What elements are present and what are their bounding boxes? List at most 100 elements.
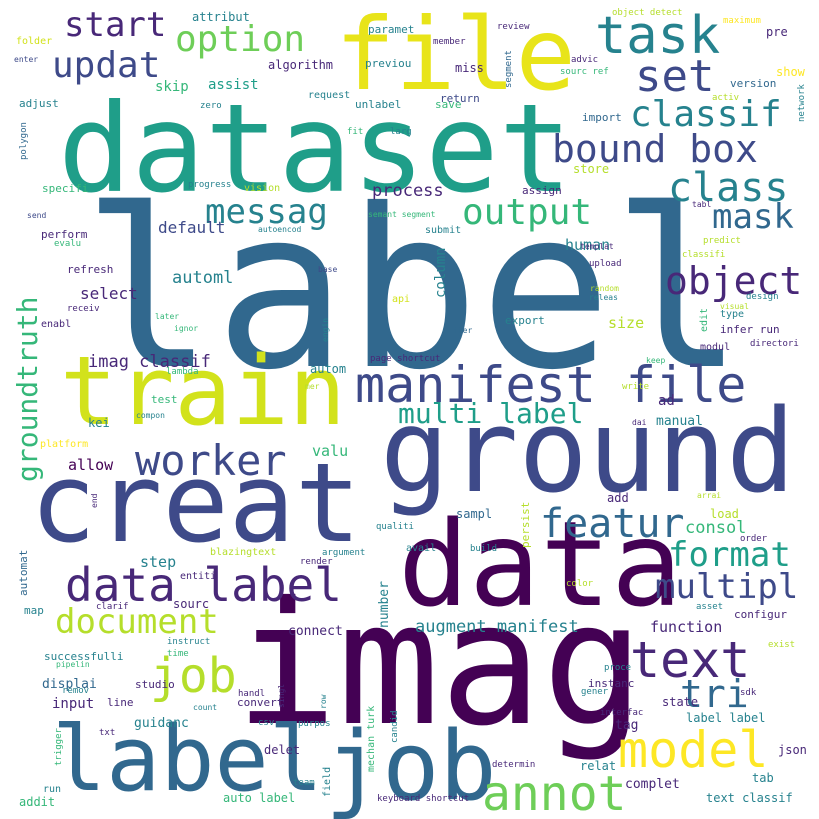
- word-fit: fit: [347, 127, 364, 137]
- word-allow: allow: [68, 456, 114, 474]
- word-sourc-ref: sourc ref: [560, 67, 609, 77]
- word-model: model: [618, 721, 769, 779]
- word-progress: progress: [188, 180, 232, 190]
- word-classif: classif: [630, 94, 782, 135]
- word-pre: pre: [766, 25, 788, 39]
- word-evalu: evalu: [54, 239, 82, 249]
- word-input: input: [52, 696, 95, 712]
- word-field: field: [322, 766, 333, 797]
- word-segment: segment: [504, 50, 514, 88]
- word-order: order: [740, 534, 768, 544]
- word-sourc: sourc: [173, 597, 210, 611]
- word-infer-run: infer run: [720, 323, 780, 336]
- word-configur: configur: [734, 608, 787, 621]
- word-request: request: [308, 90, 351, 101]
- word-class: class: [668, 165, 789, 211]
- word-random: random: [590, 284, 619, 293]
- word-import: import: [582, 111, 622, 124]
- word-job-large: job: [325, 712, 497, 819]
- word-bound-box: bound box: [552, 127, 758, 171]
- word-tri: tri: [680, 672, 749, 716]
- word-refresh: refresh: [67, 263, 114, 276]
- word-classifi: classifi: [682, 250, 726, 260]
- word-groundtruth: groundtruth: [11, 296, 44, 482]
- word-purpos: purpos: [298, 719, 331, 729]
- word-delet: delet: [264, 743, 301, 757]
- word-imag: imag: [235, 566, 645, 764]
- word-format: format: [668, 535, 791, 575]
- word-ground: ground: [380, 385, 796, 519]
- word-displai: displai: [42, 677, 97, 692]
- word-studio: studio: [135, 678, 175, 691]
- word-label-bottom: label: [52, 707, 323, 812]
- word-set: set: [635, 51, 715, 102]
- word-qualiti: qualiti: [376, 522, 414, 532]
- word-process: process: [372, 181, 444, 201]
- word-test: test: [151, 393, 178, 406]
- word-remov: remov: [62, 686, 90, 696]
- word-end: end: [90, 493, 99, 508]
- word-larg: larg: [390, 127, 412, 137]
- word-keep: keep: [646, 356, 666, 365]
- word-txt: txt: [99, 728, 116, 738]
- word-argument: argument: [322, 548, 366, 558]
- word-automl: automl: [172, 268, 234, 288]
- word-featur: featur: [540, 501, 685, 547]
- word-export: export: [505, 314, 545, 327]
- word-proce: proce: [604, 663, 632, 673]
- word-templat: templat: [580, 242, 614, 251]
- word-line: line: [107, 696, 134, 709]
- word-successfulli: successfulli: [44, 650, 124, 663]
- word-adjust: adjust: [19, 97, 59, 110]
- word-train: train: [60, 337, 346, 447]
- word-time: time: [167, 649, 189, 659]
- word-convert: convert: [237, 696, 284, 709]
- word-render: render: [300, 557, 333, 567]
- word-upload: upload: [589, 259, 622, 269]
- word-mask: mask: [712, 197, 794, 237]
- word-run: run: [43, 784, 62, 795]
- word-document: document: [55, 602, 219, 642]
- word-lambda: lambda: [166, 367, 199, 377]
- word-data-label: data label: [65, 558, 342, 612]
- word-page-shortcut: page shortcut: [370, 354, 441, 364]
- word-job-small: job: [150, 648, 237, 704]
- word-count: count: [193, 703, 218, 712]
- word-modul: modul: [700, 342, 731, 353]
- word-state: state: [662, 695, 699, 709]
- word-network: network: [797, 84, 807, 122]
- word-handl: handl: [238, 689, 266, 699]
- word-autom: autom: [310, 362, 347, 376]
- word-updat: updat: [52, 45, 161, 86]
- word-enabl: enabl: [41, 319, 72, 330]
- word-folder: folder: [16, 36, 53, 47]
- word-api: api: [392, 294, 411, 305]
- word-asset: asset: [696, 602, 724, 612]
- word-size: size: [608, 314, 645, 332]
- word-design: design: [746, 292, 779, 302]
- word-tag: tag: [615, 718, 639, 733]
- word-engin: engin: [321, 317, 330, 342]
- word-skip: skip: [155, 79, 189, 95]
- word-label-large: label: [82, 162, 745, 418]
- word-show: show: [776, 65, 805, 79]
- word-json: json: [778, 743, 807, 757]
- word-tabl: tabl: [692, 200, 712, 209]
- word-review: review: [497, 22, 530, 32]
- word-predict: predict: [703, 236, 741, 246]
- word-valu: valu: [312, 442, 349, 460]
- word-text-classif: text classif: [706, 791, 793, 805]
- word-label-label: label label: [686, 711, 766, 725]
- word-human: human: [565, 236, 611, 254]
- word-default: default: [158, 218, 226, 237]
- word-add: add: [607, 491, 629, 505]
- word-zero: zero: [200, 101, 222, 111]
- word-avail: avail: [406, 543, 437, 554]
- word-pipelin: pipelin: [56, 660, 90, 669]
- word-directori: directori: [750, 339, 799, 349]
- word-later: later: [155, 312, 180, 321]
- word-trigger: trigger: [54, 728, 64, 766]
- word-visual: visual: [720, 302, 749, 311]
- word-edit: edit: [699, 307, 710, 332]
- word-manual: manual: [656, 414, 703, 429]
